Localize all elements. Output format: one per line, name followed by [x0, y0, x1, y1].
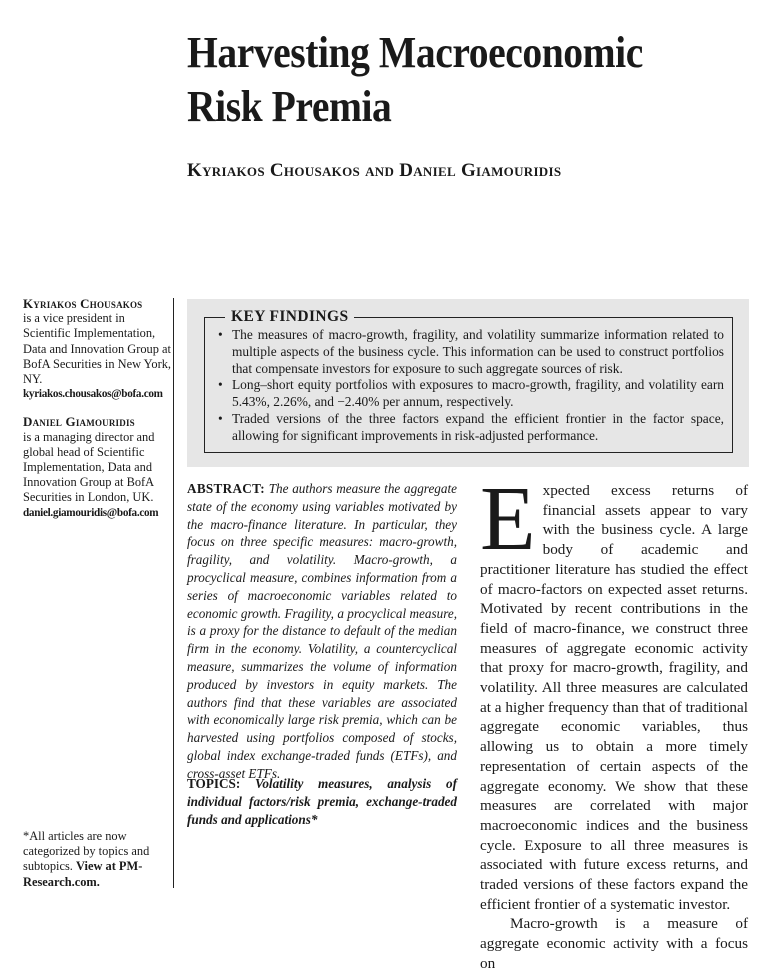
- article-title: Harvesting Macroeconomic Risk Premia: [187, 26, 700, 134]
- key-finding-item: Long–short equity portfolios with exposu…: [216, 377, 724, 411]
- bio-1-name: Kyriakos Chousakos: [23, 296, 143, 311]
- footnote-text: *All articles are now categorized by top…: [23, 829, 150, 874]
- key-finding-item: Traded versions of the three factors exp…: [216, 411, 724, 445]
- bio-1-email[interactable]: kyriakos.chousakos@bofa.com: [23, 388, 163, 401]
- key-findings-frame: [204, 317, 733, 453]
- author-bio-2: Daniel Giamouridis is a managing directo…: [23, 414, 173, 520]
- abstract: ABSTRACT: The authors measure the aggreg…: [187, 480, 457, 783]
- footnote-link[interactable]: View at PM-Research.com.: [23, 859, 143, 889]
- title-line-2: Risk Premia: [187, 82, 392, 131]
- key-findings-list: The measures of macro-growth, fragility,…: [216, 327, 724, 445]
- bio-2-name: Daniel Giamouridis: [23, 414, 135, 430]
- topics-text: Volatility measures, analysis of individ…: [187, 776, 457, 827]
- author-1: Kyriakos Chousakos: [187, 160, 361, 181]
- topics: TOPICS: Volatility measures, analysis of…: [187, 775, 457, 828]
- key-findings-title: KEY FINDINGS: [225, 308, 355, 326]
- body-paragraph-1-text: xpected excess returns of financial asse…: [480, 482, 748, 913]
- abstract-label: ABSTRACT:: [187, 481, 265, 496]
- bio-2-text: is a managing director and global head o…: [23, 429, 155, 505]
- bio-2-email[interactable]: daniel.giamouridis@bofa.com: [23, 506, 159, 519]
- bio-1-text: is a vice president in Scientific Implem…: [23, 311, 171, 387]
- topics-label: TOPICS:: [187, 776, 241, 791]
- topics-footnote: *All articles are now categorized by top…: [23, 829, 163, 890]
- sidebar-divider: [173, 298, 174, 888]
- abstract-text: The authors measure the aggregate state …: [187, 481, 458, 781]
- author-bio-1: Kyriakos Chousakos is a vice president i…: [23, 296, 173, 402]
- author-2: Daniel Giamouridis: [399, 160, 562, 181]
- body-paragraph-2: Macro-growth is a measure of aggregate e…: [480, 915, 748, 972]
- author-line: Kyriakos Chousakos and Daniel Giamouridi…: [187, 160, 561, 182]
- title-line-1: Harvesting Macroeconomic: [187, 28, 643, 77]
- key-finding-item: The measures of macro-growth, fragility,…: [216, 327, 724, 377]
- author-sidebar: Kyriakos Chousakos is a vice president i…: [23, 296, 173, 533]
- drop-cap: E: [480, 468, 536, 569]
- author-conjunction: and: [365, 160, 395, 181]
